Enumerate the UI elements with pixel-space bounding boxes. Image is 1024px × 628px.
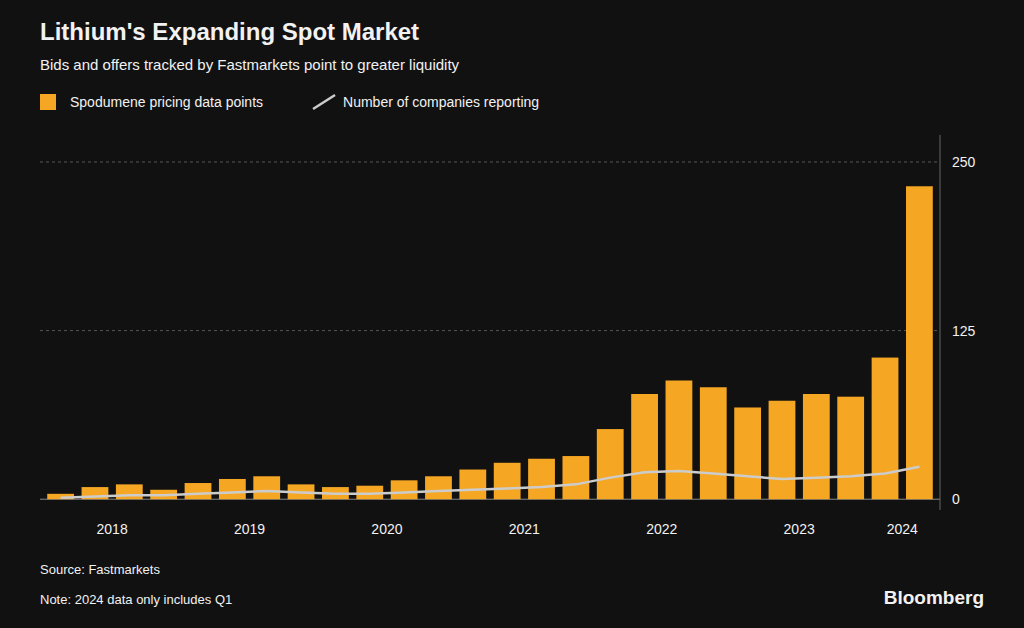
y-tick-label: 125 xyxy=(952,323,976,339)
bar xyxy=(459,470,486,500)
grid-line xyxy=(40,161,940,162)
bar xyxy=(666,381,693,500)
legend-item: Number of companies reporting xyxy=(313,94,539,110)
plot-marks xyxy=(47,186,933,499)
x-tick-label: 2020 xyxy=(371,521,402,537)
background xyxy=(0,0,1024,628)
title: Lithium's Expanding Spot Market xyxy=(40,18,419,45)
chart: Lithium's Expanding Spot Market Bids and … xyxy=(0,0,1024,628)
bar xyxy=(116,484,143,499)
bar xyxy=(185,483,212,499)
legend-label: Spodumene pricing data points xyxy=(70,94,263,110)
x-tick-label: 2023 xyxy=(784,521,815,537)
legend-swatch xyxy=(40,94,56,110)
bar xyxy=(872,358,899,500)
grid xyxy=(40,162,940,499)
bar xyxy=(562,456,589,499)
y-tick-label: 250 xyxy=(952,154,976,170)
bar xyxy=(528,459,555,499)
bar xyxy=(700,387,727,499)
bar xyxy=(734,407,761,499)
bar xyxy=(837,397,864,500)
x-tick-label: 2018 xyxy=(97,521,128,537)
x-tick-label: 2021 xyxy=(509,521,540,537)
y-axis-line xyxy=(940,135,941,510)
bar xyxy=(631,394,658,499)
x-tick-label: 2024 xyxy=(887,521,918,537)
bar xyxy=(803,394,830,499)
annotation: Note: 2024 data only includes Q1 xyxy=(40,592,232,607)
bar xyxy=(597,429,624,499)
bar xyxy=(219,479,246,499)
grid-line xyxy=(40,330,940,331)
legend-item: Spodumene pricing data points xyxy=(40,94,263,110)
bar xyxy=(906,186,933,499)
bar xyxy=(769,401,796,499)
legend-label: Number of companies reporting xyxy=(343,94,539,110)
y-tick-label: 0 xyxy=(952,491,960,507)
bar xyxy=(494,463,521,499)
x-tick-label: 2022 xyxy=(646,521,677,537)
bar xyxy=(253,476,280,499)
bar xyxy=(425,476,452,499)
line xyxy=(61,467,920,498)
bar xyxy=(391,480,418,499)
legend-swatch xyxy=(313,95,335,109)
x-tick-label: 2019 xyxy=(234,521,265,537)
annotation: Source: Fastmarkets xyxy=(40,562,160,577)
annotation: Bloomberg xyxy=(884,587,984,608)
subtitle: Bids and offers tracked by Fastmarkets p… xyxy=(40,56,460,73)
